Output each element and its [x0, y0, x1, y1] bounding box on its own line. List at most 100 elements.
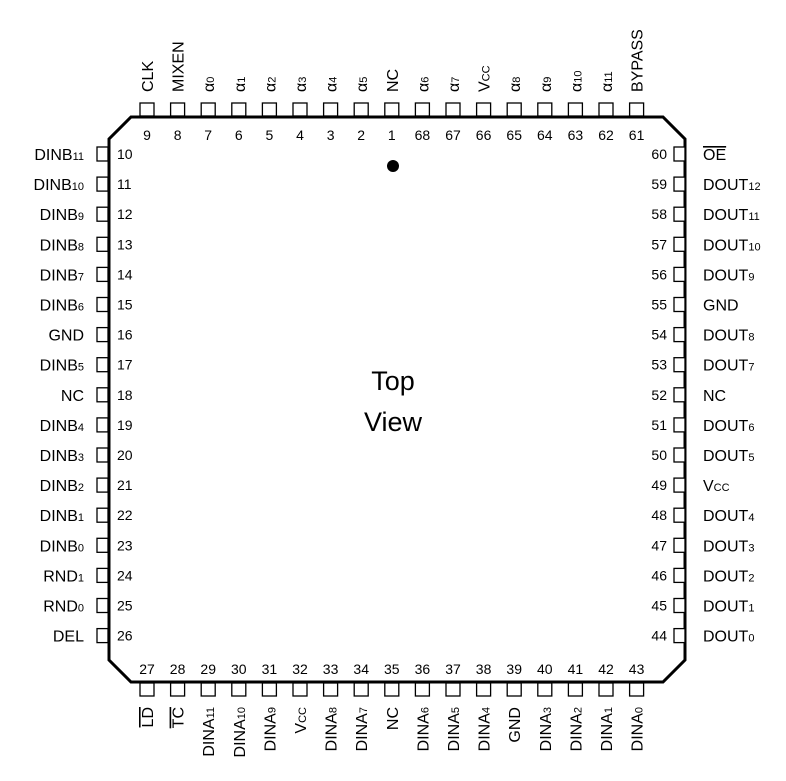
pin-number: 53: [651, 357, 667, 373]
pin-lead-top: [414, 102, 431, 117]
pin-signal-name: CLK: [140, 61, 157, 92]
pin-label: DINA8: [324, 707, 341, 751]
pin-subscript: 4: [328, 77, 340, 83]
pin-label: α5: [354, 77, 371, 92]
pin-lead-top: [598, 102, 614, 117]
pin-number: 8: [174, 127, 182, 143]
pin-signal-name: α: [201, 83, 218, 92]
pin-signal-name: α: [354, 83, 371, 92]
pin-label: α0: [201, 77, 218, 92]
pin-label: DINB10: [34, 177, 84, 194]
pin-lead-right: [673, 206, 686, 222]
pin-lead-right: [673, 296, 686, 313]
pin-label: MIXEN: [171, 41, 188, 92]
pin-label: VCC: [293, 707, 310, 734]
pin-lead-left: [96, 627, 109, 644]
pin-signal-name: GND: [507, 707, 524, 743]
pin-number: 23: [117, 537, 133, 553]
pin-number: 16: [117, 327, 133, 343]
pin-subscript: 3: [748, 542, 754, 554]
pin-number: 65: [506, 127, 522, 143]
pin-signal-name: NC: [703, 388, 726, 405]
pin-lead-left: [96, 296, 109, 313]
pin-number: 54: [651, 327, 667, 343]
pin-lead-right: [673, 326, 686, 343]
pin-number: 57: [651, 236, 667, 252]
pin-number: 21: [117, 477, 133, 493]
pin-signal-name: OE: [703, 147, 726, 164]
pin-subscript: 8: [511, 77, 523, 83]
pin-lead-top: [628, 102, 645, 117]
pin-signal-name: DOUT: [703, 328, 749, 345]
pin-number: 17: [117, 357, 133, 373]
pin-signal-name: DINA: [446, 713, 463, 752]
pin-signal-name: DINB: [40, 298, 78, 315]
pin-number: 45: [651, 598, 667, 614]
pin-signal-name: DOUT: [703, 599, 749, 616]
pin-label: DOUT7: [703, 358, 754, 375]
pin-label: α4: [324, 77, 341, 92]
pin-number: 68: [415, 127, 431, 143]
pin-signal-name: DINA: [630, 713, 647, 752]
pin-number: 4: [296, 127, 304, 143]
pin-lead-right: [673, 507, 686, 523]
pin-lead-right: [673, 447, 686, 463]
pin-subscript: 9: [748, 271, 754, 283]
pin-lead-top: [537, 102, 553, 117]
pin-lead-right: [673, 176, 686, 192]
pin-label: α7: [446, 77, 463, 92]
pin-lead-left: [96, 236, 109, 252]
pin-signal-name: α: [232, 83, 249, 92]
pin-label: DINB0: [40, 538, 84, 555]
pin-lead-bottom: [200, 682, 216, 697]
pin-label: DINB9: [40, 207, 84, 224]
pin-signal-name: GND: [48, 328, 84, 345]
pin-number: 30: [231, 661, 247, 677]
pin-label: GND: [48, 328, 84, 345]
pin-signal-name: DINA: [538, 713, 555, 752]
pin-signal-name: α: [599, 83, 616, 92]
pin-label: NC: [385, 69, 402, 92]
pin-lead-left: [96, 447, 109, 463]
pin-label: RND0: [43, 599, 84, 616]
pin-number: 38: [476, 661, 492, 677]
pin-label: DOUT0: [703, 629, 754, 646]
pin-subscript: 10: [572, 71, 584, 83]
pin-signal-name: DINB: [40, 478, 78, 495]
pin-subscript: 7: [78, 271, 84, 283]
pin-label: NC: [61, 388, 84, 405]
pin-signal-name: α: [262, 83, 279, 92]
pin-subscript: 9: [266, 707, 278, 713]
pin-signal-name: DINB: [34, 177, 72, 194]
pin-number: 51: [651, 417, 667, 433]
pin-signal-name: DINB: [40, 267, 78, 284]
pin-signal-name: RND: [43, 599, 78, 616]
pin-subscript: 2: [748, 572, 754, 584]
pin-signal-name: α: [415, 83, 432, 92]
pin-lead-bottom: [445, 682, 461, 697]
pin-number: 24: [117, 567, 133, 583]
pin-subscript: 9: [78, 211, 84, 223]
pin-subscript: 1: [78, 572, 84, 584]
pin-lead-top: [322, 102, 339, 117]
pin-label: DOUT9: [703, 267, 754, 284]
pin-signal-name: DINA: [568, 713, 585, 752]
pin-number: 52: [651, 387, 667, 403]
pin-number: 26: [117, 628, 133, 644]
pin-label: DOUT6: [703, 418, 754, 435]
pin-subscript: 0: [78, 603, 84, 615]
pin-number: 5: [266, 127, 274, 143]
pin-signal-name: DINB: [40, 508, 78, 525]
pin-label: α11: [599, 71, 616, 92]
pin-number: 66: [476, 127, 492, 143]
pin-lead-left: [96, 537, 109, 553]
pin-number: 32: [292, 661, 308, 677]
pin-subscript: 1: [748, 603, 754, 615]
pin-number: 43: [629, 661, 645, 677]
pin-subscript: 4: [748, 512, 754, 524]
pin-lead-right: [673, 597, 686, 614]
pin-signal-name: DOUT: [703, 267, 749, 284]
pin-subscript: 0: [748, 633, 754, 645]
pin-subscript: 10: [236, 707, 248, 719]
pin-subscript: 5: [78, 362, 84, 374]
